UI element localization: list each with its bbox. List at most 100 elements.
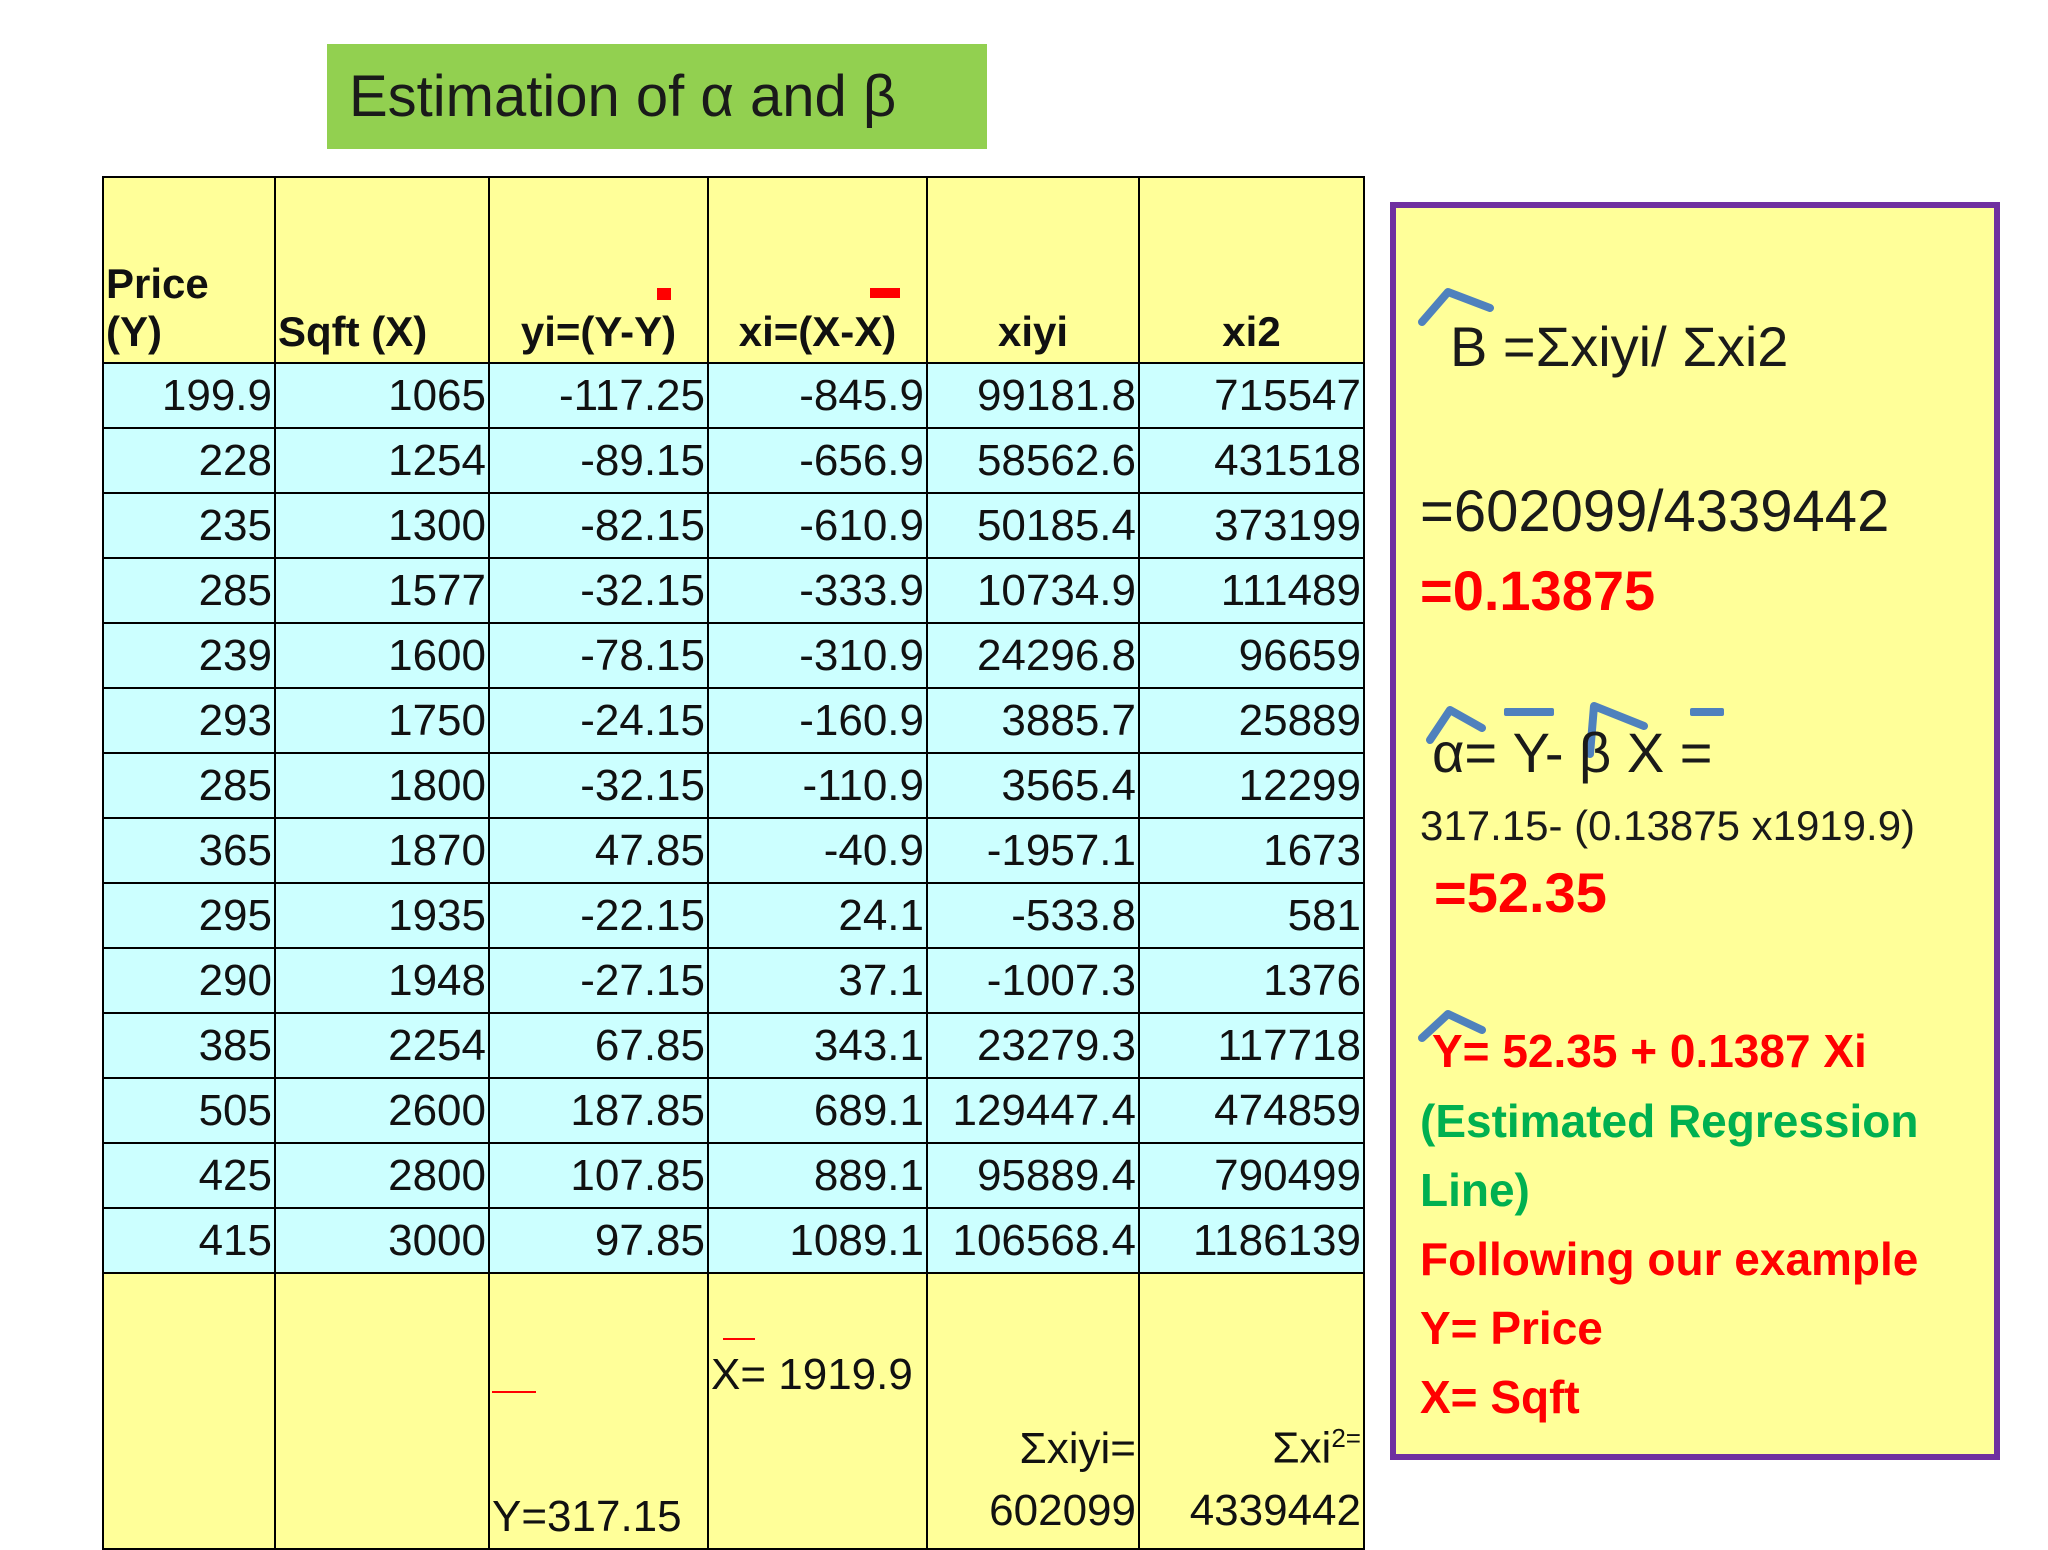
cell-xiyi: -533.8 — [926, 882, 1140, 949]
beta-result: =0.13875 — [1420, 559, 1656, 622]
cell-price: 285 — [102, 557, 276, 624]
xbar-mark — [870, 288, 900, 298]
cell-xi2: 715547 — [1138, 362, 1365, 429]
header-xiyi: xiyi — [926, 176, 1140, 364]
cell-price: 365 — [102, 817, 276, 884]
cell-xiyi: 3565.4 — [926, 752, 1140, 819]
cell-xi2: 12299 — [1138, 752, 1365, 819]
cell-yi: -22.15 — [488, 882, 709, 949]
cell-yi: 107.85 — [488, 1142, 709, 1209]
cell-xiyi: 95889.4 — [926, 1142, 1140, 1209]
xbar-line — [723, 1338, 755, 1340]
cell-xiyi: 3885.7 — [926, 687, 1140, 754]
cell-yi: 187.85 — [488, 1077, 709, 1144]
cell-xi: 343.1 — [707, 1012, 928, 1079]
cell-price: 285 — [102, 752, 276, 819]
cell-xi: -333.9 — [707, 557, 928, 624]
regression-note-1: (Estimated Regression — [1420, 1095, 1919, 1147]
table-row: 239 1600 -78.15 -310.9 24296.8 96659 — [102, 622, 1365, 689]
cell-xi2: 96659 — [1138, 622, 1365, 689]
cell-sqft: 1870 — [274, 817, 490, 884]
footer-xbar: X= 1919.9 — [707, 1272, 928, 1550]
cell-sqft: 1300 — [274, 492, 490, 559]
table-row: 365 1870 47.85 -40.9 -1957.1 1673 — [102, 817, 1365, 884]
cell-yi: -32.15 — [488, 557, 709, 624]
footer-empty-1 — [102, 1272, 276, 1550]
table-row: 199.9 1065 -117.25 -845.9 99181.8 715547 — [102, 362, 1365, 429]
cell-sqft: 1948 — [274, 947, 490, 1014]
table-row: 415 3000 97.85 1089.1 106568.4 1186139 — [102, 1207, 1365, 1274]
footer-ybar: Y=317.15 — [488, 1272, 709, 1550]
table-row: 425 2800 107.85 889.1 95889.4 790499 — [102, 1142, 1365, 1209]
table-row: 295 1935 -22.15 24.1 -533.8 581 — [102, 882, 1365, 949]
table-row: 290 1948 -27.15 37.1 -1007.3 1376 — [102, 947, 1365, 1014]
cell-sqft: 1750 — [274, 687, 490, 754]
cell-price: 290 — [102, 947, 276, 1014]
cell-xi: -845.9 — [707, 362, 928, 429]
header-xi: xi=(X-X) — [707, 176, 928, 364]
cell-sqft: 1254 — [274, 427, 490, 494]
slide-title-text: Estimation of α and β — [349, 64, 897, 129]
cell-xiyi: 23279.3 — [926, 1012, 1140, 1079]
cell-xi: -656.9 — [707, 427, 928, 494]
cell-xi2: 581 — [1138, 882, 1365, 949]
cell-price: 293 — [102, 687, 276, 754]
footer-sum-xiyi: Σxiyi= 602099 — [926, 1272, 1140, 1550]
cell-yi: -32.15 — [488, 752, 709, 819]
ybar-line — [492, 1391, 536, 1393]
ybar-blue-icon — [1504, 708, 1554, 716]
cell-xi: -40.9 — [707, 817, 928, 884]
xbar-blue-icon — [1690, 708, 1724, 716]
cell-price: 199.9 — [102, 362, 276, 429]
cell-xiyi: 106568.4 — [926, 1207, 1140, 1274]
cell-price: 415 — [102, 1207, 276, 1274]
alpha-hat-icon — [1426, 706, 1486, 744]
ybar-mark — [657, 288, 671, 300]
table-row: 285 1800 -32.15 -110.9 3565.4 12299 — [102, 752, 1365, 819]
cell-xi: -310.9 — [707, 622, 928, 689]
cell-sqft: 1577 — [274, 557, 490, 624]
cell-xi: 37.1 — [707, 947, 928, 1014]
x-definition: X= Sqft — [1420, 1371, 1580, 1423]
cell-sqft: 1065 — [274, 362, 490, 429]
regression-equation: Y= 52.35 + 0.1387 Xi — [1432, 1025, 1867, 1077]
cell-xiyi: 99181.8 — [926, 362, 1140, 429]
table-row: 505 2600 187.85 689.1 129447.4 474859 — [102, 1077, 1365, 1144]
table-row: 385 2254 67.85 343.1 23279.3 117718 — [102, 1012, 1365, 1079]
header-yi: yi=(Y-Y) — [488, 176, 709, 364]
cell-xi2: 431518 — [1138, 427, 1365, 494]
footer-sum-xi2: Σxi2= 4339442 — [1138, 1272, 1365, 1550]
cell-xi: 689.1 — [707, 1077, 928, 1144]
cell-price: 228 — [102, 427, 276, 494]
cell-sqft: 1600 — [274, 622, 490, 689]
cell-yi: -78.15 — [488, 622, 709, 689]
cell-yi: 67.85 — [488, 1012, 709, 1079]
cell-xi2: 117718 — [1138, 1012, 1365, 1079]
footer-empty-2 — [274, 1272, 490, 1550]
beta-formula: B =Σxiyi/ Σxi2 — [1450, 315, 1789, 378]
cell-price: 505 — [102, 1077, 276, 1144]
cell-xi2: 1376 — [1138, 947, 1365, 1014]
cell-xiyi: -1007.3 — [926, 947, 1140, 1014]
cell-xi2: 474859 — [1138, 1077, 1365, 1144]
header-sqft: Sqft (X) — [274, 176, 490, 364]
cell-xi: -110.9 — [707, 752, 928, 819]
cell-yi: -27.15 — [488, 947, 709, 1014]
header-row: Price (Y) Sqft (X) yi=(Y-Y) xi=(X-X) xiy… — [102, 176, 1365, 364]
slide-title: Estimation of α and β — [327, 44, 987, 149]
cell-sqft: 1935 — [274, 882, 490, 949]
beta-fraction: =602099/4339442 — [1420, 479, 1890, 544]
header-xi2: xi2 — [1138, 176, 1365, 364]
regression-note-2: Line) — [1420, 1164, 1530, 1216]
cell-xiyi: -1957.1 — [926, 817, 1140, 884]
alpha-substitution: 317.15- (0.13875 x1919.9) — [1420, 802, 1916, 849]
cell-xiyi: 58562.6 — [926, 427, 1140, 494]
cell-xi: 889.1 — [707, 1142, 928, 1209]
header-price: Price (Y) — [102, 176, 276, 364]
cell-price: 425 — [102, 1142, 276, 1209]
alpha-result: =52.35 — [1434, 861, 1607, 924]
cell-xi2: 25889 — [1138, 687, 1365, 754]
table-row: 285 1577 -32.15 -333.9 10734.9 111489 — [102, 557, 1365, 624]
footer-row: Y=317.15 X= 1919.9 Σxiyi= 602099 Σxi2= 4… — [102, 1272, 1365, 1550]
cell-xi2: 1673 — [1138, 817, 1365, 884]
